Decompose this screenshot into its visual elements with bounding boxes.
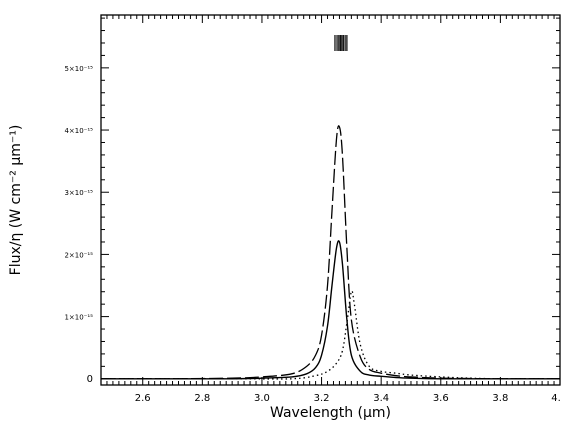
x-tick-label: 2.6 (135, 393, 151, 404)
series-layer (100, 125, 561, 380)
y-tick-label: 2×10⁻¹⁵ (64, 251, 93, 259)
series-line-long-dash (100, 125, 561, 380)
y-tick-label: 1×10⁻¹⁵ (64, 314, 93, 322)
y-tick-label: 0 (87, 374, 93, 385)
plot-frame (100, 14, 561, 386)
x-tick-label: 3.8 (492, 393, 508, 404)
x-tick-label: 4. (551, 393, 561, 404)
y-tick-label: 5×10⁻¹⁵ (64, 65, 93, 73)
x-axis-ticks: 2.6 2.8 3.0 3.2 3.4 3.6 3.8 4. (100, 15, 561, 404)
x-tick-label: 3.6 (433, 393, 449, 404)
series-line-solid (101, 240, 560, 380)
series-line-dotted (101, 290, 561, 380)
y-tick-label: 3×10⁻¹⁵ (64, 189, 93, 197)
x-tick-label: 3.0 (254, 393, 270, 404)
x-axis-label: Wavelength (μm) (270, 405, 391, 421)
line-markers (334, 35, 348, 51)
x-tick-label: 2.8 (194, 393, 210, 404)
y-axis-ticks: 0 1×10⁻¹⁵ 2×10⁻¹⁵ 3×10⁻¹⁵ 4×10⁻¹⁵ 5×10⁻¹⁵ (64, 17, 560, 385)
y-tick-label: 4×10⁻¹⁵ (64, 127, 93, 135)
x-tick-label: 3.4 (373, 393, 389, 404)
x-tick-label: 3.2 (314, 393, 330, 404)
y-axis-label: Flux/η (W cm⁻² μm⁻¹) (8, 125, 24, 276)
